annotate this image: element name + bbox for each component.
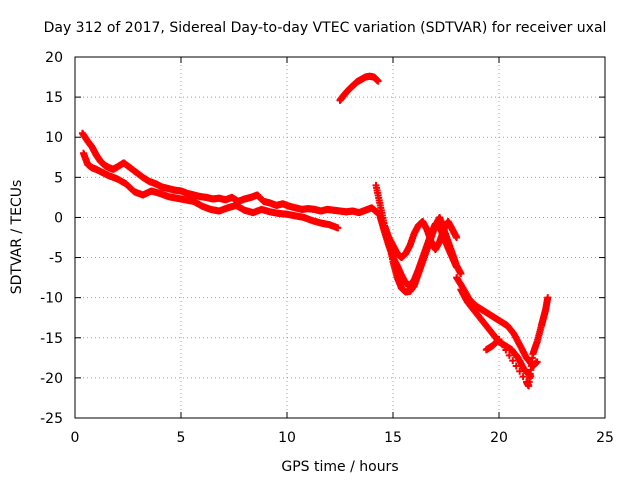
series-afternoon-upper bbox=[372, 181, 461, 262]
tick-labels: 0 5 10 15 20 25 -25 -20 -15 -10 -5 0 5 10 15 20 bbox=[40, 50, 614, 446]
x-tick-label: 20 bbox=[490, 430, 508, 446]
chart-title: Day 312 of 2017, Sidereal Day-to-day VTE… bbox=[44, 20, 607, 36]
y-tick-label: -15 bbox=[40, 331, 63, 347]
data-point bbox=[498, 341, 506, 349]
series-upper-track bbox=[78, 129, 382, 217]
y-tick-label: 10 bbox=[45, 130, 63, 146]
data-point bbox=[374, 77, 382, 85]
data-points bbox=[78, 72, 552, 390]
y-tick-label: 15 bbox=[45, 90, 63, 106]
y-tick-label: -5 bbox=[49, 251, 63, 267]
series-evening-lower bbox=[457, 286, 535, 380]
y-tick-label: 5 bbox=[54, 170, 63, 186]
x-tick-label: 10 bbox=[278, 430, 296, 446]
data-point bbox=[505, 351, 513, 359]
x-tick-label: 0 bbox=[71, 430, 80, 446]
y-tick-label: 0 bbox=[54, 210, 63, 226]
data-point bbox=[512, 362, 520, 370]
y-tick-label: -25 bbox=[40, 411, 63, 427]
data-point bbox=[516, 367, 524, 375]
y-tick-label: -10 bbox=[40, 291, 63, 307]
x-tick-label: 5 bbox=[177, 430, 186, 446]
y-axis-label: SDTVAR / TECUs bbox=[9, 180, 25, 295]
data-point bbox=[519, 373, 527, 381]
data-point bbox=[453, 234, 461, 241]
y-tick-label: -20 bbox=[40, 371, 63, 387]
data-point bbox=[502, 346, 510, 354]
series-noon-arc bbox=[336, 72, 382, 104]
plot-frame bbox=[74, 56, 606, 419]
series-evening-tail bbox=[482, 294, 552, 390]
data-point bbox=[495, 335, 503, 343]
data-point bbox=[544, 294, 552, 302]
x-axis-label: GPS time / hours bbox=[281, 459, 398, 475]
axis-ticks bbox=[74, 56, 606, 419]
x-tick-label: 25 bbox=[596, 430, 614, 446]
series-afternoon-lower bbox=[385, 213, 465, 296]
data-point bbox=[334, 224, 342, 232]
x-tick-label: 15 bbox=[384, 430, 402, 446]
series-lower-track bbox=[79, 149, 342, 232]
y-tick-label: 20 bbox=[45, 50, 63, 66]
series-evening-upper bbox=[453, 274, 541, 370]
data-point bbox=[509, 357, 517, 365]
data-point bbox=[457, 270, 465, 278]
grid-lines bbox=[75, 57, 605, 418]
